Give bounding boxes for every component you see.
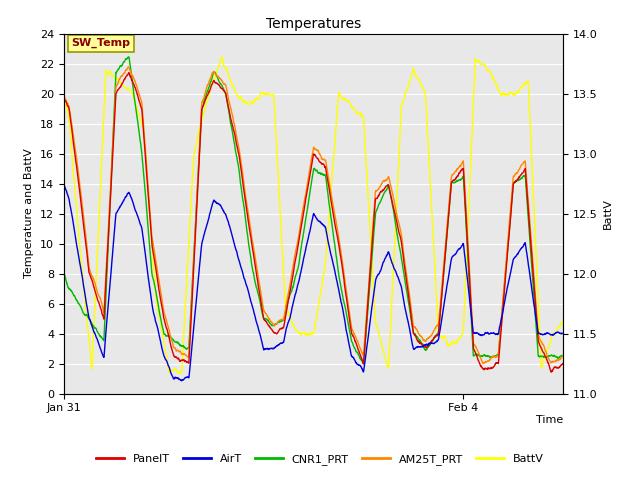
Text: Time: Time bbox=[536, 415, 563, 425]
Y-axis label: Temperature and BattV: Temperature and BattV bbox=[24, 149, 35, 278]
Legend: PanelT, AirT, CNR1_PRT, AM25T_PRT, BattV: PanelT, AirT, CNR1_PRT, AM25T_PRT, BattV bbox=[92, 450, 548, 469]
Text: SW_Temp: SW_Temp bbox=[72, 38, 131, 48]
Y-axis label: BattV: BattV bbox=[604, 198, 613, 229]
Title: Temperatures: Temperatures bbox=[266, 17, 361, 31]
